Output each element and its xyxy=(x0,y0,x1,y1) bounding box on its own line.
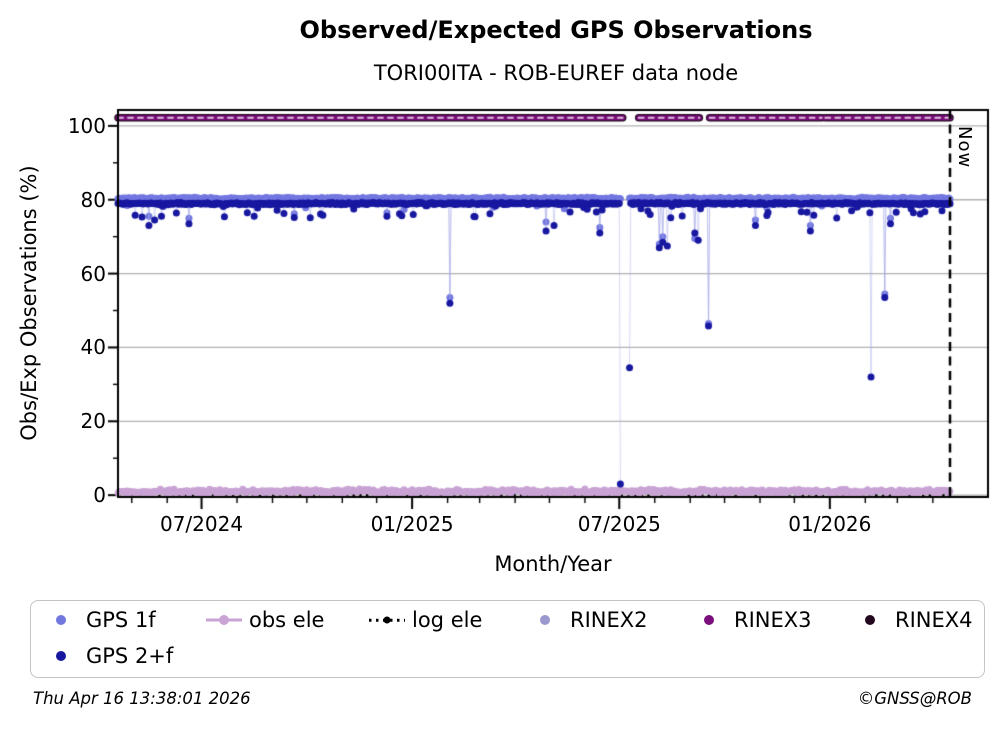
x-tick-label-jul-2024: 07/2024 xyxy=(159,512,244,536)
legend-label-obs-ele: obs ele xyxy=(249,608,325,632)
gps-1f-marker-icon xyxy=(43,608,79,632)
now-line-label: Now xyxy=(954,126,975,169)
legend-item-rinex2: RINEX2 xyxy=(527,607,648,633)
legend: GPS 1f obs ele log ele RINEX2 RINEX3 RIN… xyxy=(30,600,985,678)
y-tick-label-60: 60 xyxy=(80,261,106,286)
y-axis-label: Obs/Exp Observations (%) xyxy=(17,165,41,441)
obs-ele-marker-icon xyxy=(206,608,242,632)
x-tick-label-jan-2025: 01/2025 xyxy=(370,512,454,536)
x-tick-label-jul-2025: 07/2025 xyxy=(577,512,661,536)
legend-label-log-ele: log ele xyxy=(412,608,483,632)
legend-item-log-ele: log ele xyxy=(369,607,482,633)
legend-label-gps-1f: GPS 1f xyxy=(86,608,156,632)
legend-label-gps-2f: GPS 2+f xyxy=(86,644,174,668)
y-tick-label-100: 100 xyxy=(67,113,106,138)
legend-item-rinex3: RINEX3 xyxy=(691,607,812,633)
x-axis-label: Month/Year xyxy=(494,552,612,576)
legend-label-rinex2: RINEX2 xyxy=(570,608,648,632)
rinex4-marker-icon xyxy=(852,608,888,632)
legend-label-rinex3: RINEX3 xyxy=(734,608,812,632)
rinex3-marker-icon xyxy=(691,608,727,632)
y-tick-label-0: 0 xyxy=(93,483,106,508)
legend-item-rinex4: RINEX4 xyxy=(852,607,973,633)
y-tick-label-20: 20 xyxy=(80,409,106,434)
legend-item-gps-2f: GPS 2+f xyxy=(43,643,173,669)
y-tick-label-40: 40 xyxy=(80,335,106,360)
x-tick-label-jan-2026: 01/2026 xyxy=(788,512,872,536)
copyright-credit: ©GNSS@ROB xyxy=(857,689,972,708)
legend-item-obs-ele: obs ele xyxy=(206,607,324,633)
log-ele-marker-icon xyxy=(369,608,405,632)
rinex2-marker-icon xyxy=(527,608,563,632)
legend-label-rinex4: RINEX4 xyxy=(895,608,973,632)
plot-timestamp: Thu Apr 16 13:38:01 2026 xyxy=(33,689,251,708)
legend-item-gps-1f: GPS 1f xyxy=(43,607,156,633)
page-title: Observed/Expected GPS Observations xyxy=(299,16,813,44)
y-tick-label-80: 80 xyxy=(80,187,106,212)
page-subtitle: TORI00ITA - ROB-EUREF data node xyxy=(373,61,739,85)
gps-2f-marker-icon xyxy=(43,644,79,668)
